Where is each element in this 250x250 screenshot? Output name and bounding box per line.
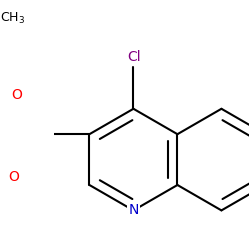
Text: O: O xyxy=(12,88,22,102)
Text: N: N xyxy=(128,204,139,218)
Text: Cl: Cl xyxy=(128,50,141,64)
Text: CH$_3$: CH$_3$ xyxy=(0,10,25,26)
Text: O: O xyxy=(8,170,19,184)
